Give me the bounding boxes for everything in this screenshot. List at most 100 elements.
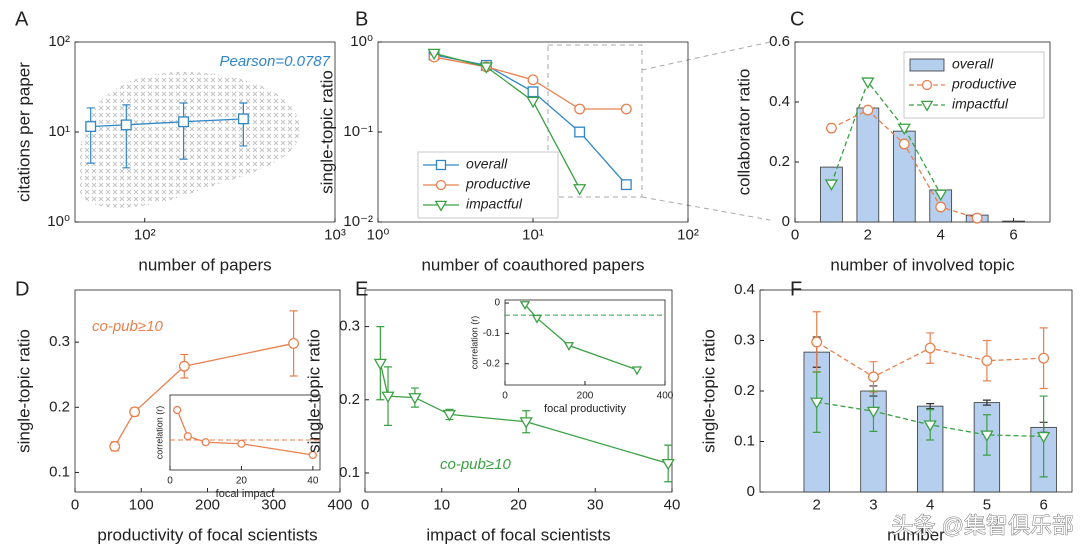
- y-tick-label: -0.1: [483, 328, 501, 339]
- y-axis-label: correlation (r): [154, 406, 164, 460]
- y-tick-label: 10⁰: [350, 33, 373, 50]
- watermark: 头条 @集智俱乐部: [892, 513, 1074, 538]
- marker: [923, 420, 937, 432]
- marker: [527, 74, 539, 86]
- marker: [237, 439, 246, 448]
- marker: [109, 440, 121, 452]
- y-tick-label: 0.3: [339, 318, 360, 335]
- series-line: [114, 342, 294, 447]
- marker: [178, 116, 190, 128]
- marker: [811, 336, 823, 348]
- y-axis-label: correlation (r): [469, 316, 479, 370]
- y-axis-label: single-topic ratio: [317, 70, 336, 194]
- x-tick-label: 0: [71, 496, 79, 513]
- legend-label: overall: [952, 56, 994, 72]
- x-tick-label: 10²: [134, 226, 156, 243]
- y-tick-label: 10¹: [48, 123, 70, 140]
- x-tick-label: 2: [813, 496, 821, 513]
- x-tick-label: 10⁰: [367, 226, 390, 243]
- x-tick-label: 10¹: [522, 226, 544, 243]
- panel-letter: F: [790, 278, 802, 300]
- x-tick-label: 0: [791, 226, 799, 243]
- marker: [519, 417, 533, 429]
- y-axis-label: single-topic ratio: [14, 329, 33, 453]
- marker: [620, 179, 632, 191]
- marker: [924, 342, 936, 354]
- legend-marker: [435, 179, 447, 191]
- marker: [183, 432, 193, 441]
- marker: [201, 438, 210, 447]
- marker: [824, 179, 839, 191]
- panel-letter: E: [355, 278, 368, 300]
- x-tick-label: 400: [327, 496, 352, 513]
- bar: [856, 107, 880, 223]
- error-bar: [179, 102, 188, 160]
- x-tick-label: 20: [236, 476, 248, 487]
- x-tick-label: 20: [510, 496, 527, 513]
- marker: [442, 409, 457, 422]
- marker: [868, 371, 879, 383]
- marker: [980, 430, 994, 442]
- x-tick-label: 40: [307, 476, 319, 487]
- legend-label: productive: [465, 176, 531, 192]
- marker: [178, 360, 190, 372]
- marker: [661, 458, 675, 471]
- legend-marker: [920, 100, 934, 112]
- marker: [237, 113, 249, 125]
- marker: [288, 337, 300, 349]
- x-axis-label: focal productivity: [544, 403, 626, 415]
- marker: [935, 201, 947, 213]
- y-tick-label: 0: [494, 298, 500, 309]
- legend-label: impactful: [466, 196, 523, 212]
- y-tick-label: 0.6: [769, 33, 790, 50]
- series-line: [433, 52, 581, 189]
- legend-marker: [921, 79, 933, 91]
- marker: [862, 104, 874, 116]
- y-tick-label: 10⁰: [47, 213, 70, 230]
- marker: [574, 126, 586, 138]
- y-tick-label: 0: [782, 213, 790, 230]
- marker: [1036, 431, 1051, 444]
- series-line: [90, 118, 244, 128]
- x-tick-label: 10: [433, 496, 450, 513]
- marker: [620, 103, 632, 115]
- x-axis-label: number of papers: [138, 255, 271, 274]
- x-tick-label: 200: [195, 496, 220, 513]
- y-tick-label: 0.1: [339, 464, 360, 481]
- y-axis-label: single-topic ratio: [699, 329, 718, 453]
- x-axis-label: impact of focal scientists: [426, 525, 610, 544]
- panel-letter: A: [15, 8, 29, 30]
- x-axis-label: number: [887, 525, 945, 544]
- x-tick-label: 0: [502, 391, 508, 402]
- y-tick-label: 0.4: [769, 93, 790, 110]
- marker: [308, 450, 318, 460]
- marker: [519, 301, 531, 311]
- panel-letter: C: [790, 8, 804, 30]
- y-tick-label: 10⁻²: [343, 213, 373, 230]
- x-tick-label: 4: [926, 496, 934, 513]
- y-tick-label: 0.2: [734, 382, 755, 399]
- error-bar: [122, 104, 131, 169]
- x-tick-label: 40: [664, 496, 681, 513]
- annotation: Pearson=0.0787: [219, 53, 330, 70]
- marker: [120, 119, 132, 131]
- marker: [563, 342, 575, 352]
- marker: [934, 189, 948, 202]
- x-axis-label: number of involved topic: [830, 255, 1015, 274]
- x-tick-label: 0: [167, 476, 173, 487]
- legend-marker: [435, 159, 447, 171]
- y-tick-label: 0.1: [734, 432, 755, 449]
- zoom-connector: [641, 196, 771, 221]
- x-tick-label: 0: [361, 496, 369, 513]
- marker: [381, 391, 395, 404]
- y-axis-label: single-topic ratio: [304, 329, 323, 453]
- bar: [820, 166, 843, 223]
- panel-letter: D: [15, 278, 29, 300]
- y-tick-label: -0.2: [483, 358, 501, 369]
- error-bar: [239, 102, 248, 147]
- marker: [631, 366, 643, 376]
- y-axis-label: citations per paper: [14, 62, 33, 202]
- x-tick-label: 3: [869, 496, 877, 513]
- marker: [825, 122, 837, 134]
- x-tick-label: 400: [657, 391, 674, 402]
